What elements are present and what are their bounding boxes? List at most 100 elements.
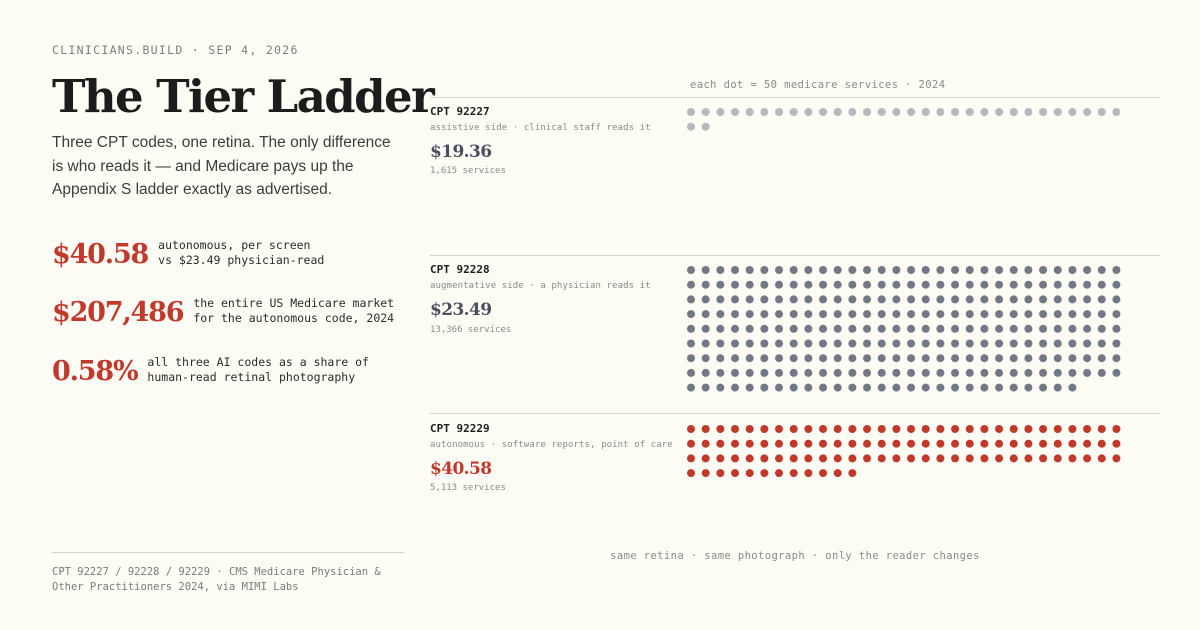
- service-dot: [877, 108, 886, 116]
- service-dot: [1097, 280, 1106, 289]
- service-dot: [1053, 439, 1062, 448]
- service-dot: [1083, 324, 1092, 333]
- service-dot: [819, 469, 828, 478]
- service-dot: [848, 454, 857, 463]
- service-dot: [1068, 310, 1077, 319]
- service-dot: [1112, 439, 1121, 448]
- service-dot: [745, 310, 754, 319]
- service-dot: [907, 383, 916, 392]
- stat-description-line: vs $23.49 physician-read: [158, 253, 325, 267]
- service-dot: [687, 339, 695, 348]
- service-dot: [980, 425, 989, 433]
- service-dot: [892, 439, 901, 448]
- service-dot: [877, 454, 886, 463]
- service-dot: [863, 439, 872, 448]
- service-dot: [760, 108, 769, 116]
- service-dot: [877, 310, 886, 319]
- service-dot: [775, 310, 784, 319]
- tier-code: CPT 92227: [430, 105, 490, 118]
- service-dot: [701, 425, 710, 433]
- service-dot: [701, 454, 710, 463]
- service-dot: [965, 439, 974, 448]
- service-dot: [701, 368, 710, 377]
- service-dot: [789, 383, 798, 392]
- service-dot: [936, 425, 945, 433]
- service-dot: [775, 425, 784, 433]
- service-dot: [1053, 454, 1062, 463]
- service-dot: [804, 454, 813, 463]
- service-dot: [877, 324, 886, 333]
- service-dot: [716, 310, 725, 319]
- service-dot: [1097, 295, 1106, 304]
- service-dot: [701, 339, 710, 348]
- service-dot: [687, 439, 695, 448]
- service-dot: [833, 425, 842, 433]
- service-dot: [907, 266, 916, 274]
- service-dot: [863, 354, 872, 363]
- stat-description: the entire US Medicare market for the au…: [193, 296, 394, 328]
- stat-description-line: for the autonomous code, 2024: [193, 311, 395, 325]
- service-dot: [716, 339, 725, 348]
- service-dot: [819, 354, 828, 363]
- service-dot: [1112, 280, 1121, 289]
- service-dot: [701, 383, 710, 392]
- service-dot: [789, 368, 798, 377]
- service-dot: [1009, 310, 1018, 319]
- service-dot: [1083, 280, 1092, 289]
- service-dot: [819, 425, 828, 433]
- service-dot: [789, 280, 798, 289]
- service-dot: [936, 266, 945, 274]
- service-dot: [1068, 280, 1077, 289]
- service-dot: [907, 368, 916, 377]
- service-dot: [1097, 425, 1106, 433]
- service-dot: [701, 266, 710, 274]
- service-dot: [1024, 108, 1033, 116]
- service-dot: [1039, 454, 1048, 463]
- service-dot: [1024, 310, 1033, 319]
- service-dot: [804, 425, 813, 433]
- service-dot: [1112, 454, 1121, 463]
- service-dot: [1024, 368, 1033, 377]
- service-dot: [1024, 339, 1033, 348]
- service-dot: [1039, 425, 1048, 433]
- service-dot: [877, 383, 886, 392]
- service-dot: [731, 339, 740, 348]
- stat-description: all three AI codes as a share of human-r…: [147, 355, 369, 387]
- service-dot: [1097, 368, 1106, 377]
- tier-divider: [430, 413, 1160, 414]
- service-dot: [775, 469, 784, 478]
- service-dot: [731, 310, 740, 319]
- service-dot: [965, 354, 974, 363]
- service-dot: [789, 310, 798, 319]
- service-dot: [819, 280, 828, 289]
- service-dot: [833, 310, 842, 319]
- service-dot: [833, 280, 842, 289]
- tier-price: $40.58: [430, 459, 492, 479]
- service-dot: [1083, 439, 1092, 448]
- service-dot: [863, 454, 872, 463]
- service-dot: [745, 469, 754, 478]
- service-dot: [863, 280, 872, 289]
- service-dot: [921, 439, 930, 448]
- service-dot: [716, 454, 725, 463]
- service-dot: [921, 368, 930, 377]
- service-dot: [892, 354, 901, 363]
- service-dot: [731, 354, 740, 363]
- service-dot: [716, 354, 725, 363]
- service-dot: [995, 368, 1004, 377]
- service-dot: [863, 310, 872, 319]
- service-dot: [1097, 266, 1106, 274]
- service-dot: [1039, 295, 1048, 304]
- service-dot: [1053, 425, 1062, 433]
- service-dot: [760, 368, 769, 377]
- service-dot: [892, 368, 901, 377]
- stat-share: 0.58% all three AI codes as a share of h…: [52, 355, 369, 387]
- service-dot: [760, 324, 769, 333]
- service-dot: [833, 354, 842, 363]
- service-dot: [1068, 354, 1077, 363]
- service-dot: [980, 310, 989, 319]
- service-dot: [980, 454, 989, 463]
- service-dot: [789, 354, 798, 363]
- tier-price: $23.49: [430, 300, 492, 320]
- service-dot: [775, 368, 784, 377]
